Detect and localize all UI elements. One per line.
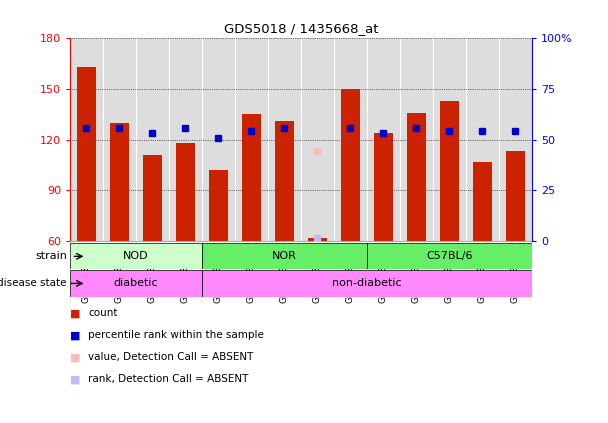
Bar [472, 162, 492, 241]
Text: ■: ■ [70, 330, 80, 341]
Bar [70, 270, 202, 297]
Text: disease state: disease state [0, 278, 67, 288]
Text: NOR: NOR [272, 251, 297, 261]
Bar [142, 155, 162, 241]
Bar [367, 243, 532, 269]
Bar [70, 243, 202, 269]
Text: strain: strain [35, 251, 67, 261]
Text: non-diabetic: non-diabetic [332, 278, 402, 288]
Text: ■: ■ [70, 352, 80, 363]
Text: C57BL/6: C57BL/6 [426, 251, 473, 261]
Bar [202, 270, 532, 297]
Text: percentile rank within the sample: percentile rank within the sample [88, 330, 264, 341]
Bar [340, 89, 361, 241]
Text: NOD: NOD [123, 251, 149, 261]
Bar [308, 238, 327, 241]
Title: GDS5018 / 1435668_at: GDS5018 / 1435668_at [224, 22, 378, 36]
Bar [506, 151, 525, 241]
Bar [440, 101, 460, 241]
Bar [109, 123, 130, 241]
Bar [176, 143, 195, 241]
Bar [407, 113, 426, 241]
Bar [373, 133, 393, 241]
Text: value, Detection Call = ABSENT: value, Detection Call = ABSENT [88, 352, 254, 363]
Text: rank, Detection Call = ABSENT: rank, Detection Call = ABSENT [88, 374, 249, 385]
Text: ■: ■ [70, 374, 80, 385]
Bar [209, 170, 229, 241]
Text: ■: ■ [70, 308, 80, 319]
Bar [275, 121, 294, 241]
Bar [77, 67, 96, 241]
Bar [241, 114, 261, 241]
Bar [202, 243, 367, 269]
Text: count: count [88, 308, 118, 319]
Text: diabetic: diabetic [114, 278, 158, 288]
